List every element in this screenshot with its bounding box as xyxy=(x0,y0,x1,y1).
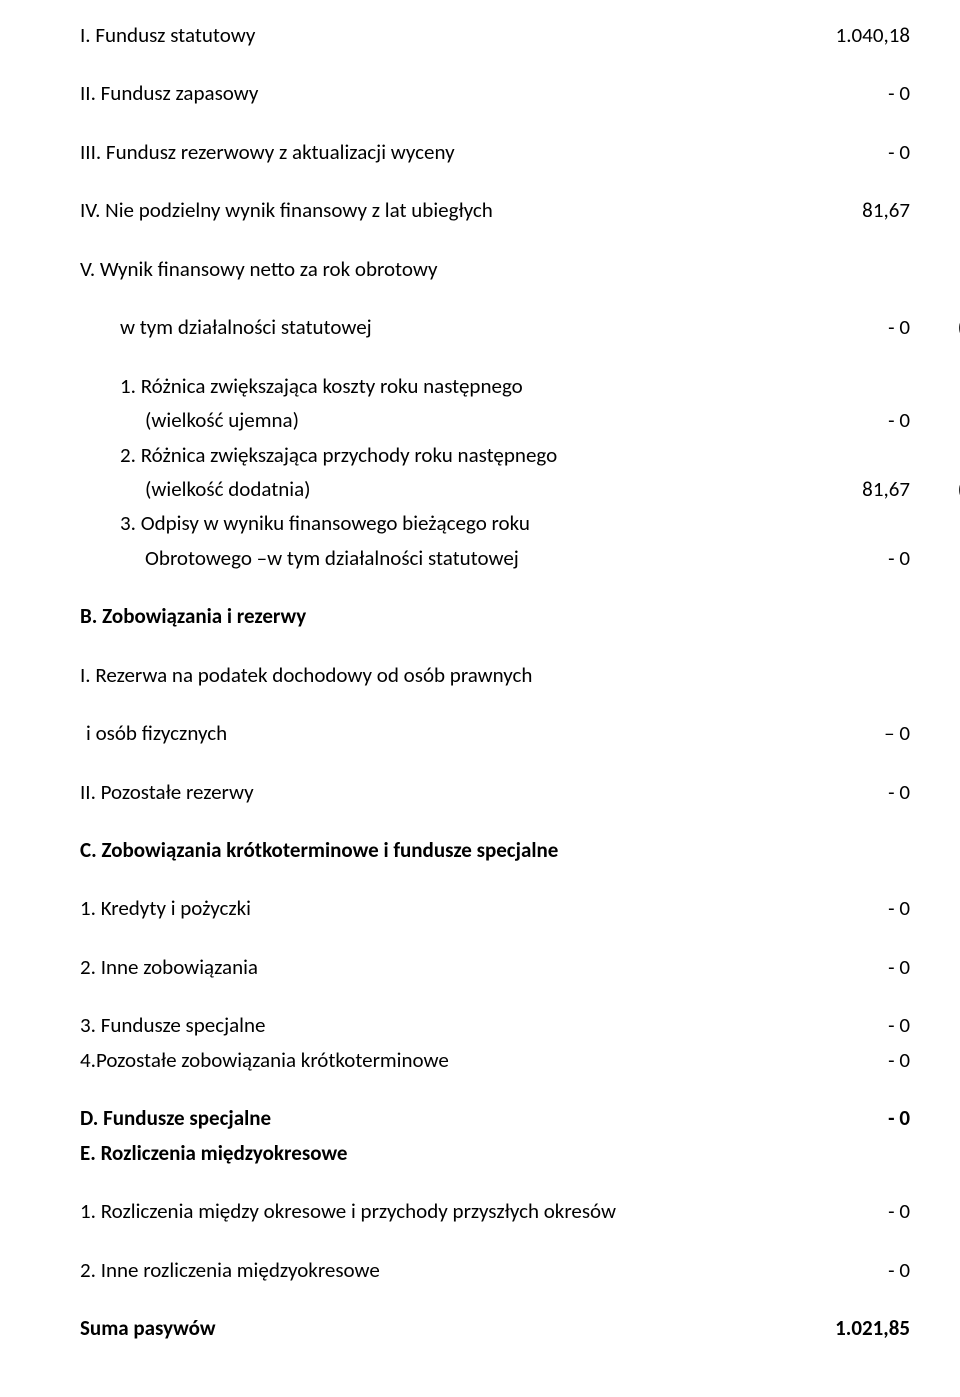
label: V. Wynik finansowy netto za rok obrotowy xyxy=(80,254,960,284)
row-suma-pasywow: Suma pasywów 1.021,85 879,68 xyxy=(80,1313,960,1343)
col1: - 0 xyxy=(760,137,910,167)
col1: 1.040,18 xyxy=(760,20,910,50)
col2: - 0 xyxy=(910,405,960,435)
col1: 81,67 xyxy=(760,474,910,504)
col1: - 0 xyxy=(760,405,910,435)
label: I. Rezerwa na podatek dochodowy od osób … xyxy=(80,660,960,690)
row-rozliczenia-przychody: 1. Rozliczenia między okresowe i przycho… xyxy=(80,1196,960,1226)
col1: - 0 xyxy=(760,1045,910,1075)
col2: - 0 xyxy=(910,952,960,982)
row-roznica-koszty-b: (wielkość ujemna) - 0 - 0 xyxy=(80,405,960,435)
row-osob-fizycznych: i osób fizycznych – 0 - 0 xyxy=(80,718,960,748)
row-fundusz-zapasowy: II. Fundusz zapasowy - 0 - 0 xyxy=(80,78,960,108)
col2: - 0 xyxy=(910,893,960,923)
label: IV. Nie podzielny wynik finansowy z lat … xyxy=(80,195,760,225)
col2: - 0 xyxy=(910,1010,960,1040)
col1: - 0 xyxy=(760,1103,910,1133)
label: 1. Różnica zwiększająca koszty roku nast… xyxy=(80,371,960,401)
label: D. Fundusze specjalne xyxy=(80,1103,760,1133)
col1: - 0 xyxy=(760,893,910,923)
col2: 879,68 xyxy=(910,1313,960,1343)
row-fundusz-statutowy: I. Fundusz statutowy 1.040,18 1.121,85 xyxy=(80,20,960,50)
label: i osób fizycznych xyxy=(80,718,760,748)
row-section-b: B. Zobowiązania i rezerwy xyxy=(80,601,960,631)
label: Obrotowego –w tym działalności statutowe… xyxy=(80,543,760,573)
row-pozostale-rezerwy: II. Pozostałe rezerwy - 0 - 0 xyxy=(80,777,960,807)
col2: - 0 xyxy=(910,777,960,807)
label: 2. Inne rozliczenia międzyokresowe xyxy=(80,1255,760,1285)
label: 1. Rozliczenia między okresowe i przycho… xyxy=(80,1196,760,1226)
col1: - 0 xyxy=(760,952,910,982)
col1: – 0 xyxy=(760,718,910,748)
label: I. Fundusz statutowy xyxy=(80,20,760,50)
row-inne-rozliczenia: 2. Inne rozliczenia międzyokresowe - 0 -… xyxy=(80,1255,960,1285)
label: III. Fundusz rezerwowy z aktualizacji wy… xyxy=(80,137,760,167)
row-section-e: E. Rozliczenia międzyokresowe xyxy=(80,1138,960,1168)
col1: - 0 xyxy=(760,777,910,807)
col1: - 0 xyxy=(760,78,910,108)
label: 2. Różnica zwiększająca przychody roku n… xyxy=(80,440,960,470)
col2: (-) 242,17 xyxy=(910,474,960,504)
row-roznica-koszty-a: 1. Różnica zwiększająca koszty roku nast… xyxy=(80,371,960,401)
row-odpisy-b: Obrotowego –w tym działalności statutowe… xyxy=(80,543,960,573)
col2: - 0. xyxy=(910,1103,960,1133)
col1: - 0 xyxy=(760,543,910,573)
row-roznica-przychody-b: (wielkość dodatnia) 81,67 (-) 242,17 xyxy=(80,474,960,504)
col2: - 0 xyxy=(910,1196,960,1226)
col2: - 0 xyxy=(910,195,960,225)
col1: 81,67 xyxy=(760,195,910,225)
col2: - 0 xyxy=(910,543,960,573)
col1: 1.021,85 xyxy=(760,1313,910,1343)
label: B. Zobowiązania i rezerwy xyxy=(80,601,960,631)
col1: - 0 xyxy=(760,1255,910,1285)
row-odpisy-a: 3. Odpisy w wyniku finansowego bieżącego… xyxy=(80,508,960,538)
label: (wielkość ujemna) xyxy=(80,405,760,435)
col2: - 0 xyxy=(910,137,960,167)
label: 4.Pozostałe zobowiązania krótkoterminowe xyxy=(80,1045,760,1075)
label: II. Pozostałe rezerwy xyxy=(80,777,760,807)
row-wtym-statutowej: w tym działalności statutowej - 0 (-) 24… xyxy=(80,312,960,342)
label: II. Fundusz zapasowy xyxy=(80,78,760,108)
label: w tym działalności statutowej xyxy=(80,312,760,342)
label: 3. Fundusze specjalne xyxy=(80,1010,760,1040)
col2: - 0 xyxy=(910,1045,960,1075)
row-section-d: D. Fundusze specjalne - 0 - 0. xyxy=(80,1103,960,1133)
row-fundusz-rezerwowy: III. Fundusz rezerwowy z aktualizacji wy… xyxy=(80,137,960,167)
col2: 1.121,85 xyxy=(910,20,960,50)
row-section-c: C. Zobowiązania krótkoterminowe i fundus… xyxy=(80,835,960,865)
col1: - 0 xyxy=(760,312,910,342)
label: Suma pasywów xyxy=(80,1313,760,1343)
label: 3. Odpisy w wyniku finansowego bieżącego… xyxy=(80,508,960,538)
label: 2. Inne zobowiązania xyxy=(80,952,760,982)
row-pozostale-zobowiazania-kt: 4.Pozostałe zobowiązania krótkoterminowe… xyxy=(80,1045,960,1075)
label: (wielkość dodatnia) xyxy=(80,474,760,504)
label: E. Rozliczenia międzyokresowe xyxy=(80,1138,960,1168)
col2: - 0 xyxy=(910,718,960,748)
row-kredyty: 1. Kredyty i pożyczki - 0 - 0 xyxy=(80,893,960,923)
label: 1. Kredyty i pożyczki xyxy=(80,893,760,923)
col2: - 0 xyxy=(910,1255,960,1285)
col2: (-) 242,17 xyxy=(910,312,960,342)
row-wynik-netto: V. Wynik finansowy netto za rok obrotowy xyxy=(80,254,960,284)
row-roznica-przychody-a: 2. Różnica zwiększająca przychody roku n… xyxy=(80,440,960,470)
row-inne-zobowiazania: 2. Inne zobowiązania - 0 - 0 xyxy=(80,952,960,982)
col1: - 0 xyxy=(760,1196,910,1226)
col1: - 0 xyxy=(760,1010,910,1040)
col2: - 0 xyxy=(910,78,960,108)
row-fundusze-specjalne-3: 3. Fundusze specjalne - 0 - 0 xyxy=(80,1010,960,1040)
label: C. Zobowiązania krótkoterminowe i fundus… xyxy=(80,835,960,865)
row-wynik-ubiegle: IV. Nie podzielny wynik finansowy z lat … xyxy=(80,195,960,225)
row-rezerwa-podatek: I. Rezerwa na podatek dochodowy od osób … xyxy=(80,660,960,690)
